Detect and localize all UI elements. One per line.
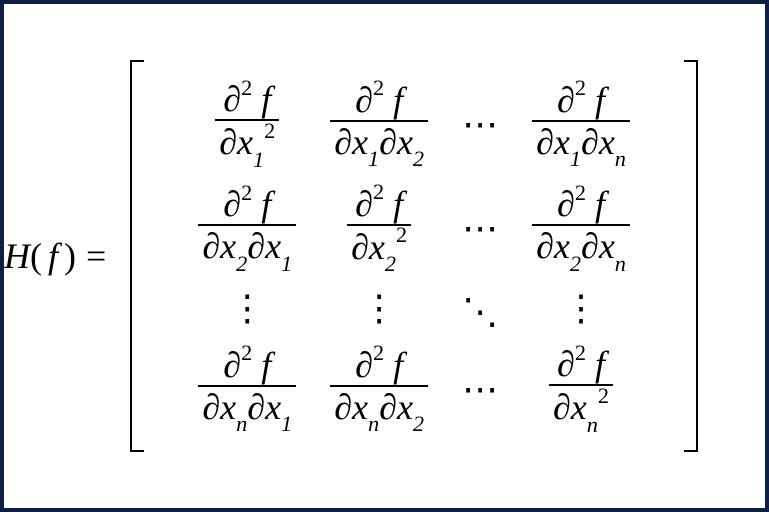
second-partial: ∂2 f∂xn∂x2 bbox=[330, 344, 428, 434]
matrix-cell: ∂2 f∂x2∂x1 bbox=[198, 183, 296, 274]
matrix-row: ⋮ ⋮ ⋱ ⋮ bbox=[198, 287, 630, 329]
second-partial: ∂2 f∂x2∂x1 bbox=[198, 183, 296, 273]
vdots: ⋮ bbox=[563, 298, 599, 320]
matrix-cell: ∂2 f∂xn∂x1 bbox=[198, 343, 296, 434]
close-paren: ) bbox=[64, 235, 76, 277]
cdots: ⋯ bbox=[462, 208, 498, 248]
second-partial: ∂2 f∂xn2 bbox=[549, 343, 613, 434]
second-partial: ∂2 f∂x22 bbox=[347, 183, 411, 274]
cdots: ⋯ bbox=[462, 104, 498, 144]
matrix-cell: ∂2 f∂x22 bbox=[330, 183, 428, 274]
equals-sign: = bbox=[76, 235, 116, 277]
matrix-body: ∂2 f∂x12∂2 f∂x1∂x2⋯∂2 f∂x1∂xn∂2 f∂x2∂x1∂… bbox=[164, 64, 664, 448]
open-paren: ( bbox=[30, 235, 42, 277]
matrix-cell: ⋯ bbox=[462, 343, 498, 434]
equation-frame: H ( f ) = ∂2 f∂x12∂2 f∂x1∂x2⋯∂2 f∂x1∂xn∂… bbox=[0, 0, 769, 512]
matrix-cell: ⋮ bbox=[198, 287, 296, 329]
matrix-cell: ∂2 f∂x1∂xn bbox=[532, 78, 630, 169]
equation-lhs: H ( f ) = bbox=[4, 235, 116, 277]
matrix-cell: ⋮ bbox=[330, 287, 428, 329]
right-bracket bbox=[684, 60, 698, 452]
matrix-row: ∂2 f∂x2∂x1 ∂2 f∂x22 ⋯ ∂2 f∂x2∂xn bbox=[198, 183, 630, 274]
hessian-matrix: ∂2 f∂x12∂2 f∂x1∂x2⋯∂2 f∂x1∂xn∂2 f∂x2∂x1∂… bbox=[130, 60, 698, 452]
matrix-cell: ∂2 f∂x2∂xn bbox=[532, 183, 630, 274]
matrix-row: ∂2 f∂xn∂x1 ∂2 f∂xn∂x2 ⋯ ∂2 f∂xn2 bbox=[198, 343, 630, 434]
matrix-cell: ⋮ bbox=[532, 287, 630, 329]
second-partial: ∂2 f∂x12 bbox=[215, 78, 279, 169]
matrix-cell: ∂2 f∂x12 bbox=[198, 78, 296, 169]
second-partial: ∂2 f∂x1∂x2 bbox=[330, 79, 428, 169]
ddots: ⋱ bbox=[462, 291, 498, 333]
second-partial: ∂2 f∂x2∂xn bbox=[532, 183, 630, 273]
matrix-cell: ⋯ bbox=[462, 183, 498, 274]
matrix-cell: ⋱ bbox=[462, 287, 498, 329]
vdots: ⋮ bbox=[361, 298, 397, 320]
matrix-cell: ∂2 f∂x1∂x2 bbox=[330, 78, 428, 169]
second-partial: ∂2 f∂x1∂xn bbox=[532, 79, 630, 169]
symbol-f: f bbox=[42, 235, 64, 277]
cdots: ⋯ bbox=[462, 369, 498, 409]
vdots: ⋮ bbox=[229, 298, 265, 320]
matrix-cell: ⋯ bbox=[462, 78, 498, 169]
matrix-row: ∂2 f∂x12 ∂2 f∂x1∂x2 ⋯ ∂2 f∂x1∂xn bbox=[198, 78, 630, 169]
left-bracket bbox=[130, 60, 144, 452]
symbol-H: H bbox=[4, 235, 30, 277]
matrix-cell: ∂2 f∂xn2 bbox=[532, 343, 630, 434]
matrix-cell: ∂2 f∂xn∂x2 bbox=[330, 343, 428, 434]
second-partial: ∂2 f∂xn∂x1 bbox=[198, 344, 296, 434]
hessian-equation: H ( f ) = ∂2 f∂x12∂2 f∂x1∂x2⋯∂2 f∂x1∂xn∂… bbox=[4, 60, 698, 452]
